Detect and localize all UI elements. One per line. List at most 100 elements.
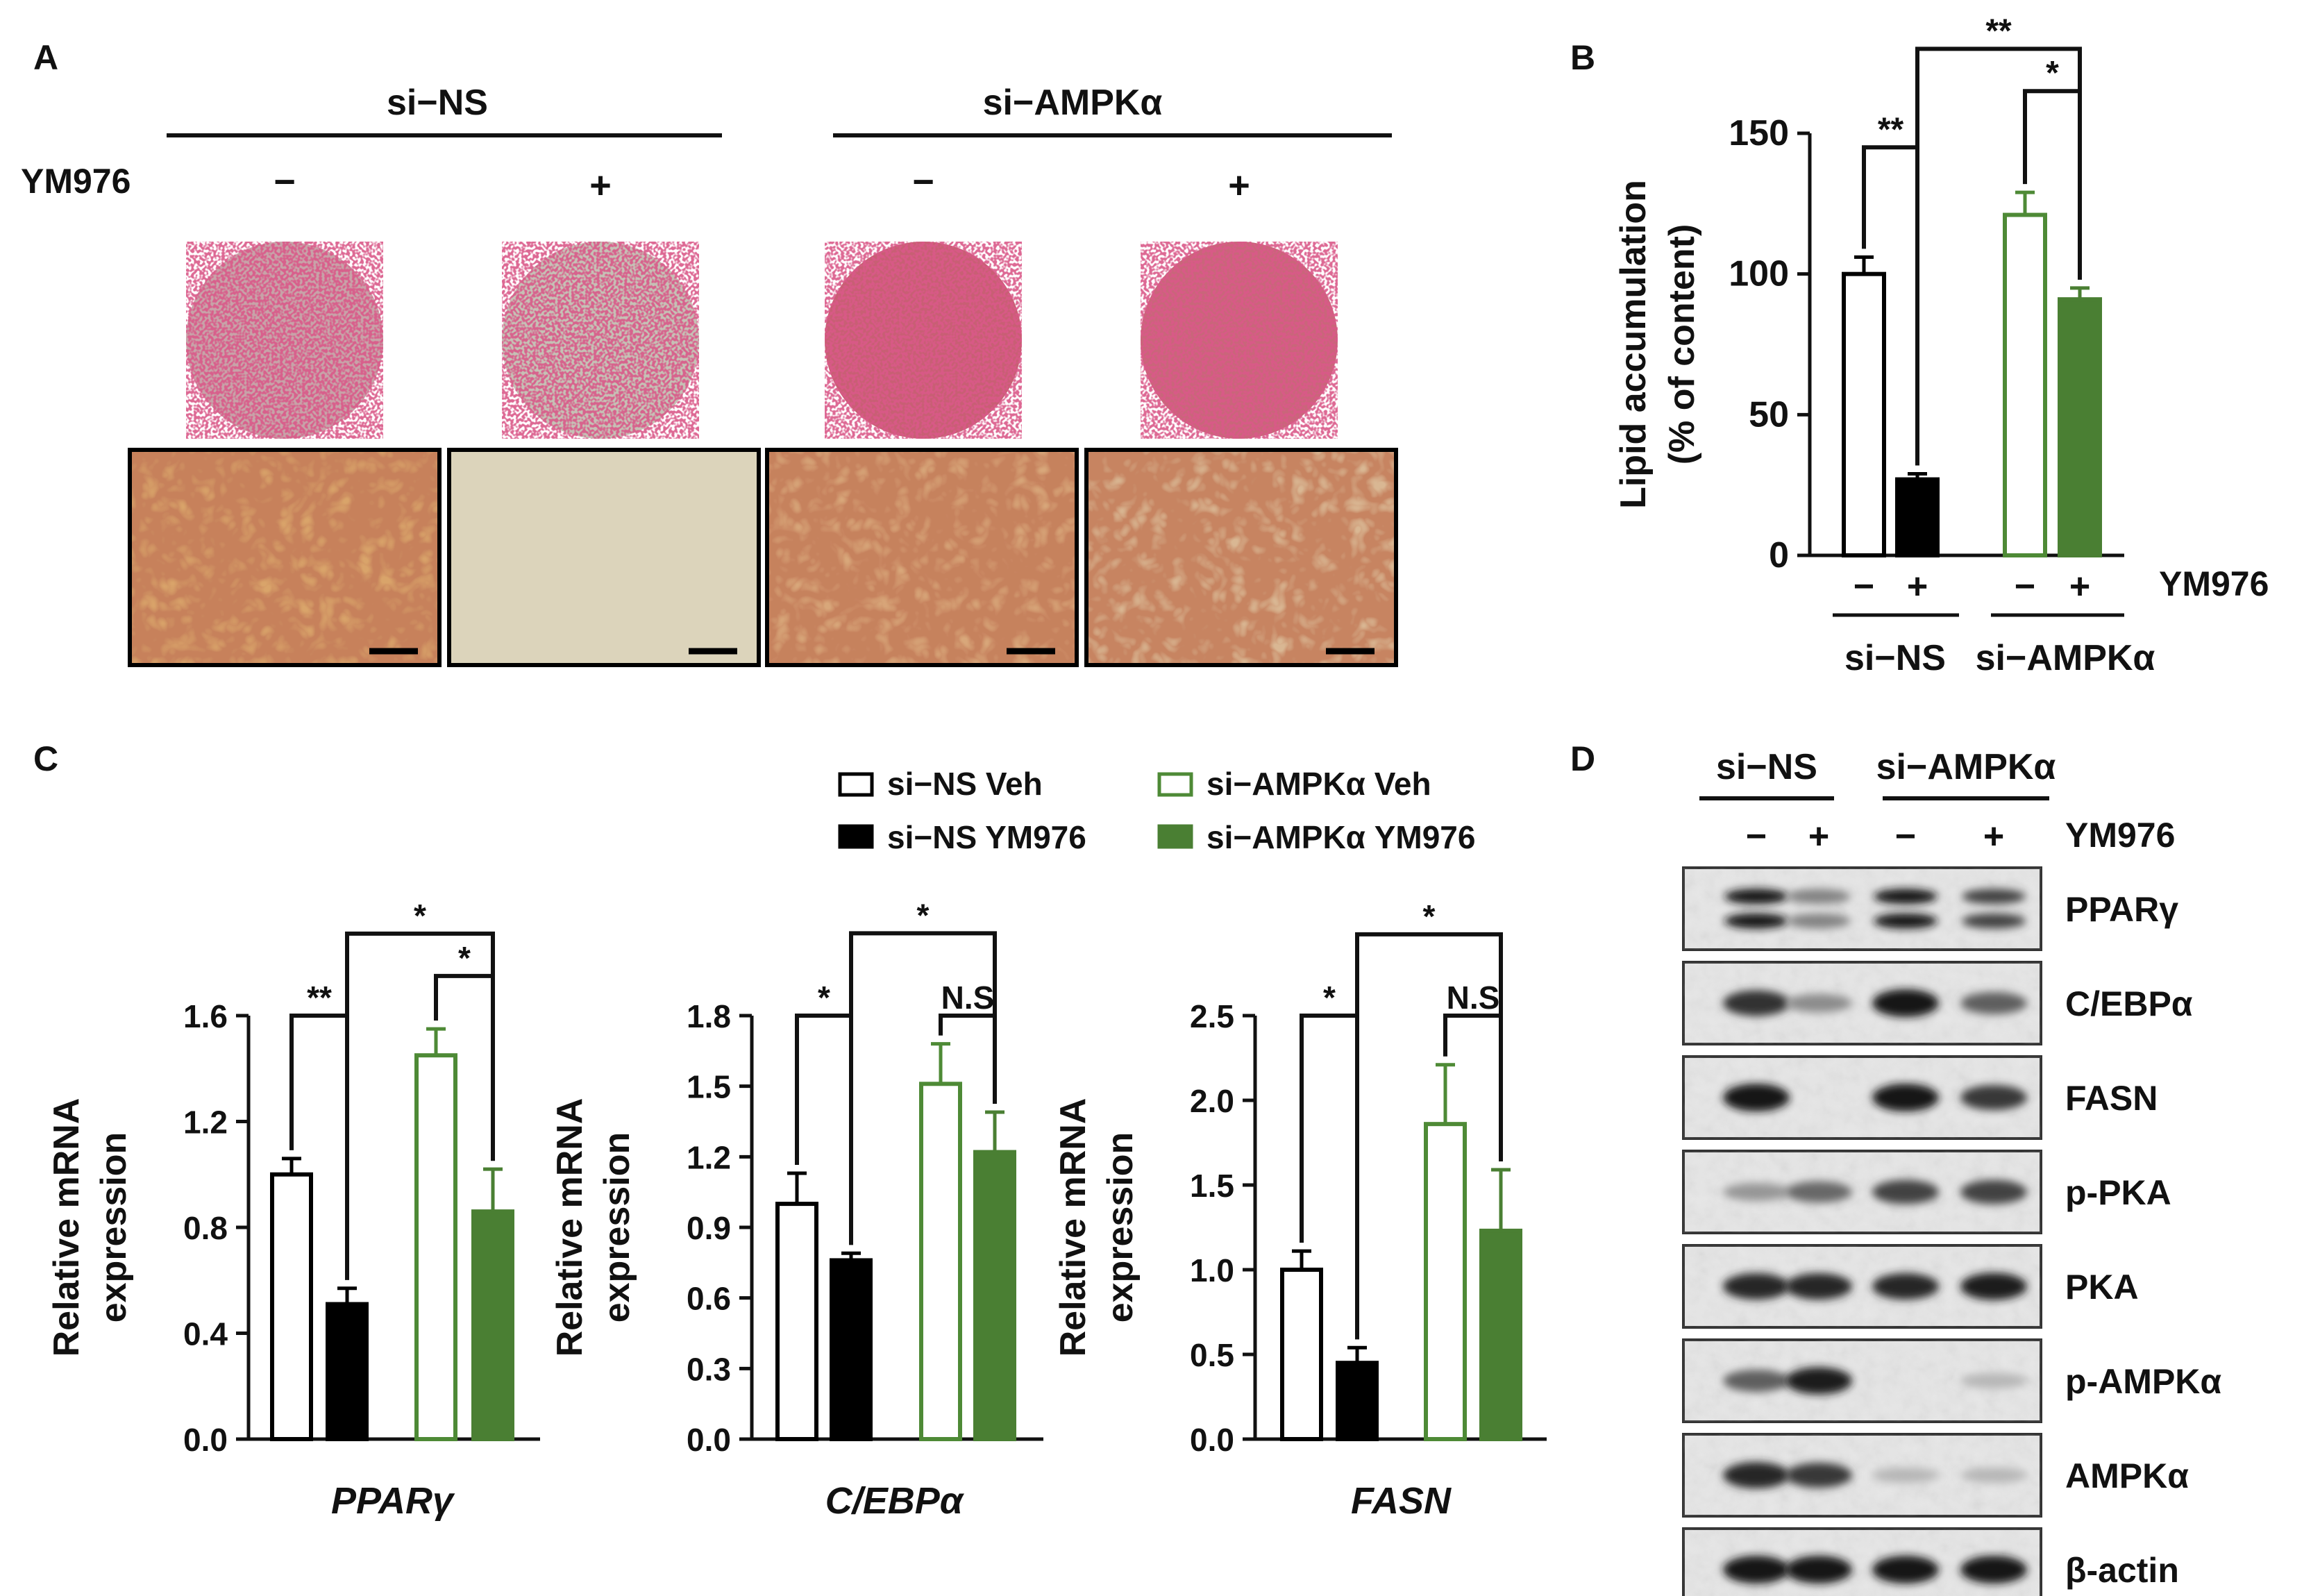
C2-y-tick-label: 1.2 (687, 1139, 731, 1175)
blot-band-1-4-upper (1962, 889, 2026, 905)
legend-swatch-si-ampk-ym976 (1157, 824, 1193, 849)
blot-band-1-2-lower (1787, 913, 1851, 929)
C1-y-tick-label: 0.8 (183, 1210, 228, 1246)
blot-band-2-4 (1960, 992, 2027, 1014)
micrographs (128, 448, 1398, 667)
C1-y-tick-label: 1.2 (183, 1104, 228, 1141)
blot-treatment-label: YM976 (2065, 816, 2175, 855)
blot-band-7-3 (1872, 1467, 1939, 1484)
B-y-axis-label: (% of content) (1662, 224, 1702, 465)
C2-y-tick-label: 0.0 (687, 1422, 731, 1458)
C1-y-axis-label: Relative mRNA (47, 1098, 87, 1357)
blot-label-6: p-AMPKα (2065, 1362, 2221, 1401)
blot-band-5-4 (1960, 1272, 2027, 1300)
B-sign-4: + (2069, 566, 2090, 607)
blot-label-5: PKA (2065, 1268, 2139, 1307)
C3-sig-bracket-3 (1355, 932, 1503, 1340)
B-sig-bracket-3 (1915, 47, 2082, 466)
C3-sig-label-1: * (1323, 980, 1336, 1016)
blot-label-1: PPARγ (2065, 890, 2178, 929)
C1-bar-1 (270, 1172, 313, 1441)
panel-letter-b: B (1570, 38, 1595, 77)
C3-sig-label-2: N.S (1447, 980, 1500, 1016)
C3-sig-label-3: * (1423, 898, 1436, 934)
C3-gene-label: FASN (1351, 1480, 1452, 1522)
blot-band-4-4 (1960, 1179, 2027, 1204)
C1-bar-3 (414, 1053, 457, 1441)
B-y-tick-label: 0 (1769, 535, 1789, 576)
C1-y-tick-label: 1.6 (183, 998, 228, 1034)
B-sig-label-2: * (2046, 55, 2059, 92)
B-y-tick-label: 150 (1729, 113, 1789, 153)
C3-bar-1 (1280, 1268, 1323, 1441)
blot-band-3-4 (1960, 1085, 2027, 1110)
blot-band-5-2 (1785, 1273, 1852, 1300)
blot-group-si-ampk: si−AMPKα (1876, 747, 2056, 787)
C3-y-tick-label: 2.5 (1190, 998, 1234, 1034)
C2-y-tick-label: 1.5 (687, 1069, 731, 1105)
legend-swatch-si-ns-ym976 (838, 824, 874, 849)
micrograph-cells-3 (767, 450, 1077, 665)
C3-y-tick-label: 1.5 (1190, 1168, 1234, 1204)
blot-band-7-2 (1785, 1463, 1852, 1488)
legend-swatch-si-ampk-veh (1157, 772, 1193, 797)
panel-d-western-blot: si−NS si−AMPKα YM976 − + − +PPARγC/EBPαFASN… (1682, 747, 2221, 1596)
well-stain-4 (1141, 242, 1338, 439)
blot-group-si-ns: si−NS (1716, 747, 1817, 787)
sign-3: − (912, 161, 934, 203)
C3-y-axis-label: expression (1100, 1132, 1141, 1323)
C2-sig-bracket-3 (849, 931, 997, 1245)
C1-sig-label-3: * (414, 898, 426, 934)
C2-gene-label: C/EBPα (825, 1480, 965, 1522)
B-sign-3: − (2015, 566, 2035, 607)
sign-1: − (274, 161, 296, 203)
panel-letter-a: A (33, 38, 58, 77)
C2-sig-label-2: N.S (941, 980, 995, 1016)
B-bar-4 (2058, 297, 2102, 557)
well-stain-3 (825, 242, 1022, 439)
C2-y-axis-label: Relative mRNA (550, 1098, 590, 1357)
panel-letter-c: C (33, 739, 58, 778)
micrograph-cells-4 (1086, 450, 1396, 665)
C1-y-tick-label: 0.0 (183, 1422, 228, 1458)
blot-band-3-1 (1723, 1084, 1790, 1111)
blot-label-2: C/EBPα (2065, 984, 2193, 1023)
group-label-si-ns: si−NS (387, 83, 488, 123)
well-stain-2 (502, 242, 699, 439)
blot-band-7-4 (1960, 1467, 2027, 1484)
legend: si−NS Veh si−NS YM976 si−AMPKα Veh si−AM… (838, 766, 1475, 855)
blot-band-1-1-upper (1724, 889, 1788, 905)
C1-sig-label-1: ** (307, 980, 332, 1016)
treatment-label: YM976 (21, 162, 131, 201)
C1-y-axis-label: expression (94, 1132, 134, 1323)
C2-bar-1 (775, 1202, 818, 1441)
culture-wells (186, 242, 1338, 439)
C1-sig-bracket-3 (345, 931, 495, 1280)
blot-band-5-3 (1872, 1273, 1939, 1300)
blot-label-3: FASN (2065, 1079, 2158, 1118)
micrograph-border-2 (447, 448, 761, 667)
C2-y-axis-label: expression (597, 1132, 637, 1323)
B-treatment-label: YM976 (2159, 564, 2269, 603)
sign-4: + (1228, 165, 1250, 206)
C3-bar-3 (1424, 1122, 1467, 1442)
sign-2: + (589, 165, 612, 206)
panel-a: si−NS si−AMPKα YM976 − + − + (21, 83, 1398, 667)
C2-y-tick-label: 0.3 (687, 1351, 731, 1387)
blot-band-1-3-lower (1874, 913, 1937, 929)
blot-band-1-4-lower (1962, 913, 2026, 929)
legend-label-si-ns-veh: si−NS Veh (887, 766, 1043, 802)
B-y-tick-label: 50 (1749, 394, 1789, 435)
blot-label-7: AMPKα (2065, 1456, 2189, 1495)
C1-gene-label: PPARγ (331, 1480, 455, 1522)
well-stain-1 (186, 242, 383, 439)
B-sig-label-3: ** (1985, 12, 2012, 49)
blot-band-1-3-upper (1874, 889, 1937, 905)
micrograph-2 (449, 450, 759, 665)
blot-sign-1: − (1746, 816, 1767, 857)
C2-y-tick-label: 1.8 (687, 998, 731, 1034)
C3-y-axis-label: Relative mRNA (1053, 1098, 1093, 1357)
legend-label-si-ampk-veh: si−AMPKα Veh (1207, 766, 1431, 802)
blot-band-3-3 (1872, 1084, 1939, 1111)
